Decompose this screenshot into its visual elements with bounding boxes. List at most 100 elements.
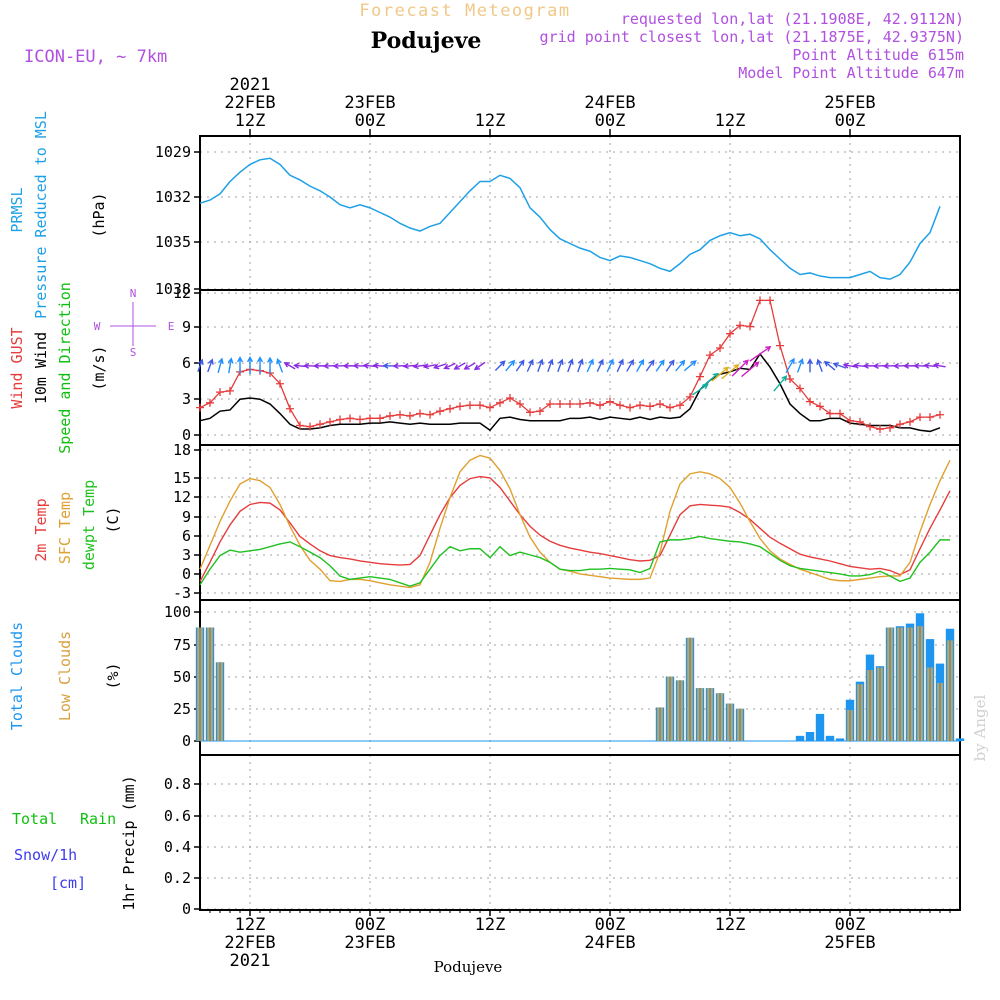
label-dewpt-temp: dewpt Temp (80, 480, 98, 570)
gust-marker (466, 401, 474, 410)
gust-marker (916, 413, 924, 422)
wind-arrow (606, 358, 614, 373)
wind-arrow (207, 358, 214, 373)
y-tick-label: 12 (173, 488, 191, 506)
wind-arrow (665, 359, 675, 372)
plot-layer: 1029103210351038036912-30369121518025507… (155, 75, 965, 971)
y-tick-label: 25 (173, 700, 191, 718)
wind-arrow (675, 359, 686, 372)
label-10m-wind: 10m Wind (32, 332, 50, 404)
label-pressure-msl: Pressure Reduced to MSL (32, 111, 50, 319)
wind-arrow (683, 360, 697, 372)
bottom-time-label: 00Z (835, 915, 866, 935)
wind-arrow (596, 358, 604, 373)
bar-total-clouds (955, 738, 965, 741)
gust-marker (706, 351, 714, 360)
gust-marker (356, 415, 364, 424)
bottom-time-label: 00Z (595, 915, 626, 935)
y-tick-label: 12 (173, 284, 191, 302)
y-tick-label: 1038 (155, 280, 191, 298)
wind-arrow (526, 358, 534, 372)
wind-compass: N S W E (94, 287, 175, 359)
label-sfc-temp: SFC Temp (56, 492, 74, 564)
gust-marker (596, 401, 604, 410)
series-dewpt-temp (199, 535, 950, 587)
series-prmsl (199, 157, 941, 280)
gust-marker (336, 415, 344, 424)
gust-marker (736, 321, 744, 330)
top-time-label: 00Z (835, 111, 866, 131)
wind-arrow (473, 361, 486, 371)
gust-marker (656, 400, 664, 409)
wind-arrow (832, 362, 847, 369)
wind-arrow (823, 360, 836, 371)
gust-marker (386, 411, 394, 420)
y-tick-label: 100 (164, 603, 191, 621)
panel-frame (199, 754, 961, 911)
label-cm: [cm] (50, 874, 86, 892)
wind-arrow (515, 359, 525, 372)
gust-marker (756, 296, 764, 305)
y-tick-label: 0 (182, 426, 191, 444)
bottom-time-label: 00Z (355, 915, 386, 935)
gust-marker (776, 341, 784, 350)
wind-arrow (236, 356, 244, 375)
gust-marker (196, 403, 204, 412)
wind-arrow (453, 362, 466, 370)
y-tick-label: 3 (182, 390, 191, 408)
label-1hr-precip: 1hr Precip (mm) (120, 775, 138, 910)
gust-marker (326, 417, 334, 426)
wind-arrow (655, 359, 665, 372)
bottom-time-label: 12Z (715, 915, 746, 935)
gust-marker (396, 410, 404, 419)
gust-marker (546, 400, 554, 409)
y-tick-label: 75 (173, 636, 191, 654)
compass-north: N (130, 287, 137, 300)
wind-arrow (636, 358, 645, 372)
wind-arrow (816, 358, 823, 373)
gust-marker (446, 404, 454, 413)
gust-marker (216, 388, 224, 397)
panel-clouds: 0 25 50 75 100 (164, 599, 965, 756)
top-time-label: 23FEB (344, 93, 395, 113)
gust-marker (566, 400, 574, 409)
point-altitude: Point Altitude 615m (792, 46, 964, 64)
gust-marker (726, 329, 734, 338)
label-rain: Rain (80, 810, 116, 828)
gust-marker (526, 408, 534, 417)
wind-arrow (842, 362, 857, 369)
y-tick-label: 1029 (155, 143, 191, 161)
wind-arrow (796, 357, 804, 373)
wind-arrow (505, 359, 516, 372)
gust-marker (786, 374, 794, 383)
gust-marker (346, 414, 354, 423)
credit-watermark: by Angel (971, 694, 989, 761)
gust-marker (686, 392, 694, 401)
label-prmsl: PRMSL (8, 187, 26, 232)
wind-arrow (567, 358, 574, 373)
requested-coords: requested lon,lat (21.1908E, 42.9112N) (621, 10, 964, 28)
gust-marker (226, 386, 234, 395)
panel-frame (199, 444, 961, 601)
top-time-label: 00Z (595, 111, 626, 131)
y-tick-label: 3 (182, 546, 191, 564)
y-tick-label: 0 (182, 732, 191, 750)
wind-arrow (785, 357, 795, 374)
gust-marker (866, 422, 874, 431)
gust-marker (456, 402, 464, 411)
wind-arrow (923, 362, 936, 369)
y-tick-label: 9 (182, 318, 191, 336)
bottom-time-label: 2021 (230, 951, 271, 971)
wind-arrow (806, 358, 814, 373)
top-time-label: 12Z (475, 111, 506, 131)
gust-marker (606, 397, 614, 406)
top-time-label: 2021 (230, 75, 271, 95)
gust-marker (556, 400, 564, 409)
wind-arrow (547, 358, 554, 373)
bar-total-clouds (805, 731, 815, 741)
label-celsius: (C) (104, 506, 122, 533)
gust-marker (856, 417, 864, 426)
series-2m-temp (199, 475, 951, 582)
gust-marker (906, 417, 914, 426)
